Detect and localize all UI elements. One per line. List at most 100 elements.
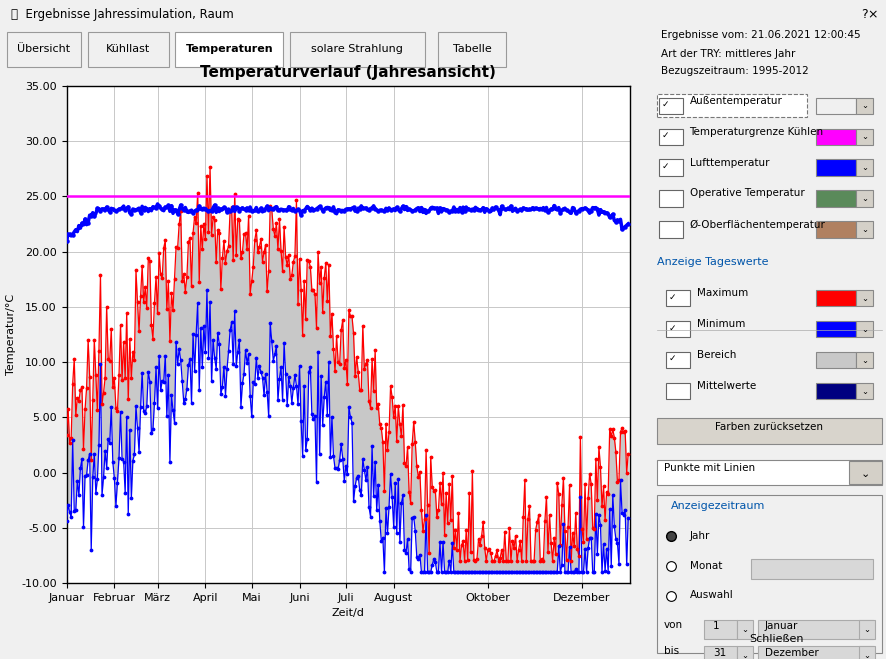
Point: [68, 225, 82, 235]
Text: 31: 31: [712, 648, 726, 658]
Point: [476, 567, 490, 577]
Point: [580, 492, 595, 503]
Point: [258, 368, 272, 379]
Point: [272, 204, 286, 215]
Point: [417, 513, 431, 524]
Point: [121, 394, 136, 405]
Point: [520, 567, 534, 577]
Point: [276, 338, 291, 349]
Point: [201, 227, 215, 238]
Point: [447, 567, 461, 577]
Point: [216, 362, 230, 372]
Point: [610, 476, 624, 487]
Point: [355, 320, 369, 331]
Bar: [665, 321, 688, 337]
Point: [241, 204, 255, 215]
X-axis label: Zeit/d: Zeit/d: [331, 608, 364, 619]
Point: [337, 362, 351, 373]
Point: [369, 403, 384, 413]
Point: [174, 206, 188, 216]
Text: ⌄: ⌄: [863, 625, 869, 634]
Point: [514, 567, 528, 577]
Point: [439, 205, 453, 215]
Point: [554, 560, 568, 571]
Bar: [757, 620, 872, 639]
Point: [247, 379, 261, 389]
Point: [582, 532, 596, 543]
Point: [449, 544, 463, 555]
Point: [571, 551, 586, 561]
Point: [264, 336, 278, 347]
Point: [143, 376, 157, 387]
Point: [584, 478, 598, 489]
Point: [376, 437, 390, 447]
Point: [491, 567, 505, 577]
Point: [181, 360, 195, 370]
Point: [145, 202, 159, 212]
Point: [605, 424, 619, 434]
Point: [169, 241, 183, 252]
Point: [607, 521, 621, 532]
Point: [317, 273, 331, 283]
Bar: [656, 418, 882, 444]
Point: [595, 539, 610, 550]
Point: [355, 454, 369, 465]
Text: Schließen: Schließen: [748, 633, 803, 644]
Point: [374, 205, 388, 215]
Point: [72, 395, 86, 406]
Point: [431, 567, 445, 577]
Text: ✓: ✓: [668, 355, 675, 363]
Point: [543, 537, 557, 548]
Point: [518, 204, 532, 214]
Point: [261, 411, 276, 422]
Point: [618, 505, 632, 515]
Point: [112, 453, 126, 463]
Point: [249, 353, 263, 363]
Text: ⌄: ⌄: [741, 651, 748, 659]
Text: Mittelwerte: Mittelwerte: [696, 381, 755, 391]
Point: [587, 203, 601, 214]
Point: [528, 567, 542, 577]
Point: [216, 202, 230, 213]
Point: [122, 333, 136, 344]
Point: [62, 229, 76, 240]
Point: [128, 355, 142, 366]
Point: [115, 374, 129, 385]
Point: [453, 567, 467, 577]
Point: [489, 567, 503, 577]
Text: Anzeigezeitraum: Anzeigezeitraum: [670, 501, 765, 511]
Point: [93, 359, 107, 370]
Point: [454, 567, 468, 577]
Point: [229, 249, 243, 260]
Point: [132, 447, 146, 457]
Text: Ergebnisse vom: 21.06.2021 12:00:45: Ergebnisse vom: 21.06.2021 12:00:45: [661, 30, 860, 40]
Point: [201, 353, 215, 363]
Point: [260, 201, 274, 212]
Point: [416, 526, 430, 536]
Point: [255, 372, 269, 383]
Point: [437, 567, 451, 577]
Point: [474, 567, 488, 577]
Bar: [735, 620, 752, 639]
Point: [112, 204, 126, 214]
Point: [374, 423, 388, 434]
Point: [343, 412, 357, 422]
Point: [107, 373, 121, 384]
Point: [472, 204, 486, 215]
Text: solare Strahlung: solare Strahlung: [311, 43, 403, 53]
Point: [434, 499, 448, 509]
Point: [66, 229, 80, 240]
Point: [591, 442, 605, 452]
Point: [478, 567, 493, 577]
Point: [215, 252, 229, 263]
Point: [135, 367, 149, 378]
Point: [512, 204, 526, 215]
Text: Januar: Januar: [764, 621, 797, 631]
Point: [274, 245, 288, 256]
Point: [276, 204, 290, 215]
Text: ?: ?: [860, 9, 867, 21]
Point: [589, 495, 603, 505]
Point: [345, 417, 359, 428]
Point: [246, 377, 260, 387]
Point: [494, 545, 509, 556]
